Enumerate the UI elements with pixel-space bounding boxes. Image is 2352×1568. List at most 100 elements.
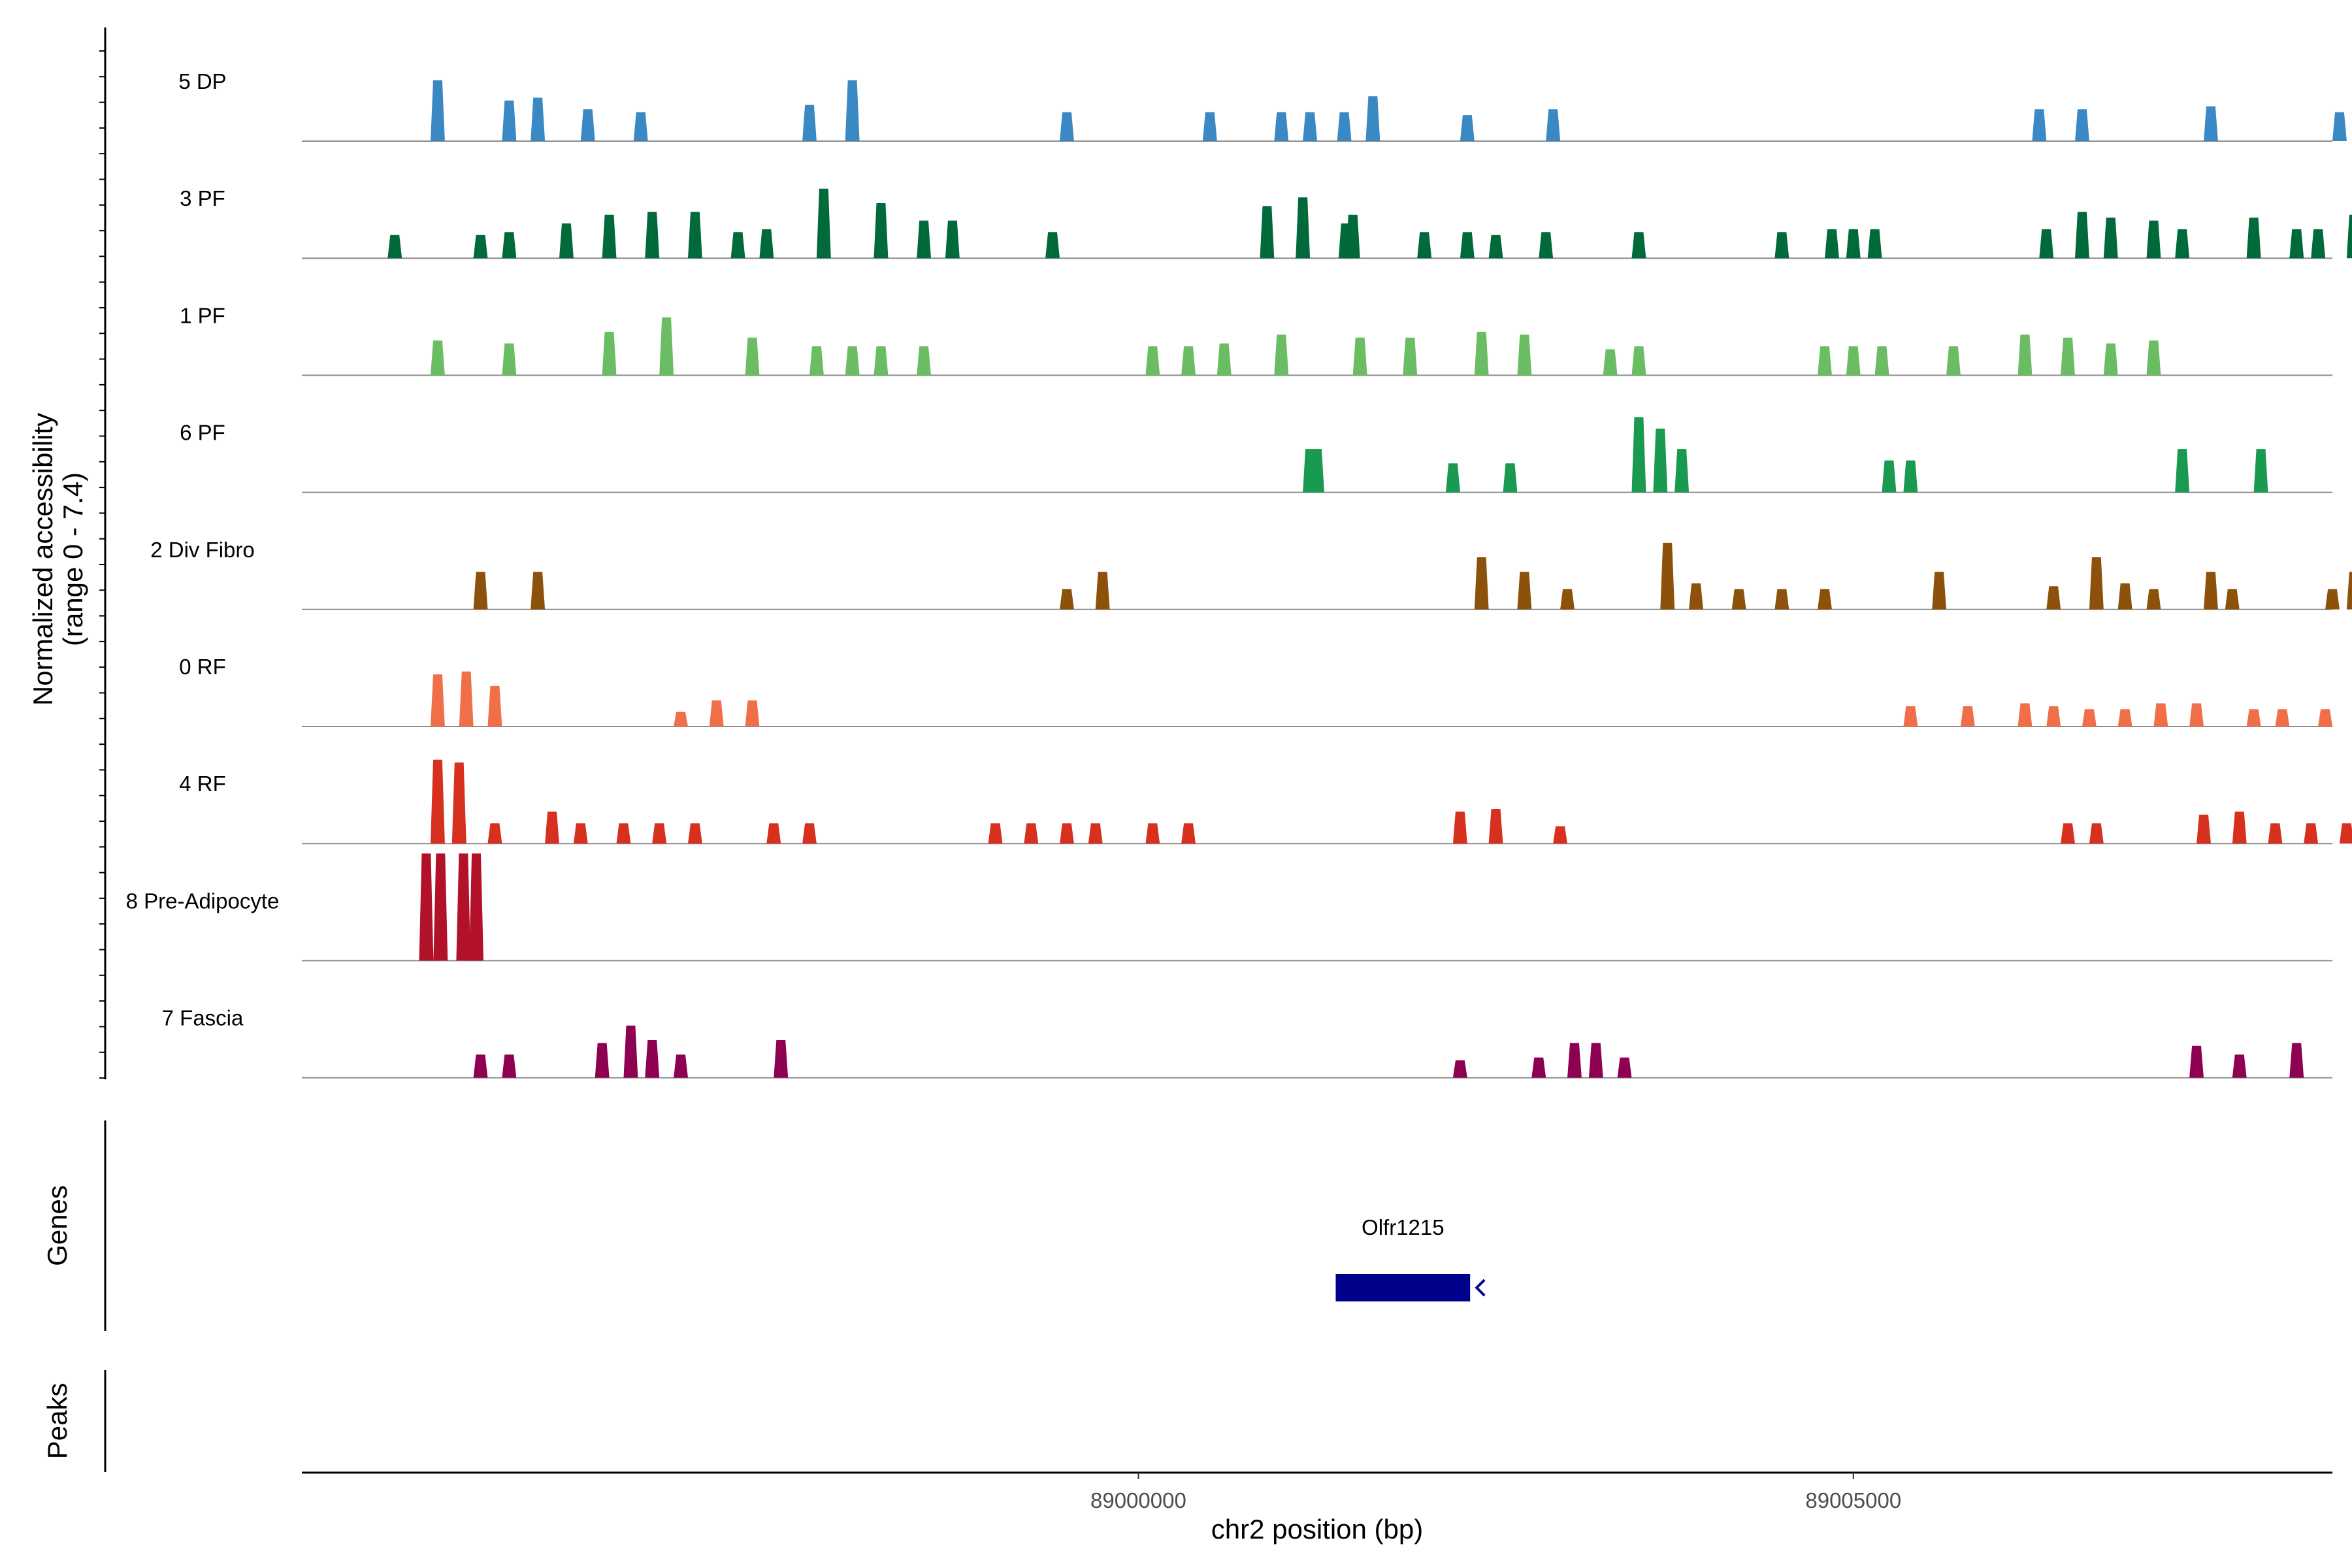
coverage-peak — [2253, 449, 2268, 493]
coverage-peak — [531, 572, 546, 610]
coverage-peak — [766, 823, 781, 844]
coverage-peak — [1488, 235, 1503, 259]
coverage-peak — [2103, 218, 2118, 259]
coverage-peak — [1517, 572, 1532, 610]
x-axis-ticks: 89000000 89005000 — [1090, 1473, 1901, 1512]
track-label: 3 PF — [180, 186, 225, 210]
coverage-peak — [2061, 823, 2075, 844]
coverage-peak — [2325, 589, 2340, 610]
coverage-peak — [451, 762, 466, 844]
coverage-peak — [816, 188, 831, 259]
coverage-peak — [1531, 1057, 1546, 1078]
coverage-peak — [1452, 811, 1467, 844]
coverage-peak — [2046, 586, 2061, 610]
track-label: 6 PF — [180, 421, 225, 445]
coverage-peak — [1818, 589, 1832, 610]
coverage-peak — [1560, 589, 1575, 610]
coverage-peak — [1060, 589, 1074, 610]
coverage-peak — [688, 212, 702, 259]
coverage-peak — [602, 331, 617, 376]
coverage-peak — [1882, 460, 1897, 493]
coverage-peak — [2146, 589, 2161, 610]
coverage-peak — [1274, 112, 1289, 141]
coverage-peak — [2039, 229, 2054, 259]
coverage-peak — [659, 317, 674, 376]
coverage-peak — [2204, 572, 2218, 610]
coverage-peak — [456, 853, 471, 961]
coverage-peak — [1539, 232, 1554, 259]
coverage-peak — [1653, 429, 1668, 493]
coverage-peak — [1567, 1043, 1582, 1078]
coverage-peak — [1024, 823, 1039, 844]
coverage-peak — [602, 214, 617, 259]
coverage-peak — [573, 823, 588, 844]
coverage-peak — [623, 1025, 638, 1078]
coverage-peak — [1303, 112, 1317, 141]
y-axis-title-line2: (range 0 - 7.4) — [57, 472, 88, 646]
coverage-peak — [1345, 214, 1360, 259]
track-label: 8 Pre-Adipocyte — [126, 889, 280, 913]
coverage-peak — [1932, 572, 1946, 610]
coverage-peak — [531, 97, 546, 141]
coverage-peak — [2268, 823, 2283, 844]
coverage-peak — [1517, 335, 1532, 376]
coverage-peak — [502, 1054, 517, 1078]
coverage-peak — [945, 220, 960, 259]
coverage-peak — [774, 1040, 789, 1078]
track-3: 6 PF — [180, 417, 2332, 493]
coverage-peak — [1310, 449, 1324, 493]
coverage-peak — [1774, 232, 1789, 259]
track-7: 8 Pre-Adipocyte — [126, 853, 2332, 962]
coverage-peak — [2232, 811, 2247, 844]
coverage-peak — [1818, 346, 1832, 376]
coverage-peak — [2175, 449, 2190, 493]
coverage-peak — [469, 853, 483, 961]
coverage-peak — [2117, 709, 2132, 727]
coverage-peak — [988, 823, 1003, 844]
coverage-peak — [1631, 417, 1646, 493]
coverage-peak — [419, 853, 434, 961]
coverage-peak — [431, 759, 445, 844]
coverage-peak — [487, 823, 502, 844]
coverage-peak — [2339, 823, 2352, 844]
coverage-peak — [1181, 346, 1196, 376]
coverage-peak — [1403, 337, 1418, 376]
coverage-peak — [2246, 218, 2261, 259]
coverage-peak — [745, 337, 760, 376]
coverage-peak — [2289, 1043, 2304, 1078]
coverage-peak — [616, 823, 631, 844]
coverage-peak — [759, 229, 774, 259]
coverage-peak — [1296, 197, 1311, 259]
coverage-peak — [1846, 346, 1861, 376]
coverage-peak — [730, 232, 745, 259]
coverage-tracks: 5 DP 3 PF 1 PF 6 PF 2 Div Fibro 0 RF 4 RF 8 Pre… — [126, 69, 2352, 1079]
coverage-peak — [2017, 335, 2033, 376]
gene-label: Olfr1215 — [1362, 1215, 1445, 1239]
coverage-peak — [2346, 214, 2352, 259]
coverage-peak — [431, 340, 445, 376]
track-6: 4 RF — [179, 759, 2352, 845]
coverage-peak — [1546, 109, 1561, 141]
coverage-peak — [1867, 229, 1882, 259]
coverage-peak — [387, 235, 402, 259]
coverage-peak — [2146, 220, 2161, 259]
coverage-peak — [1337, 112, 1352, 141]
coverage-peak — [433, 853, 448, 961]
coverage-peak — [545, 811, 559, 844]
track-5: 0 RF — [179, 655, 2332, 727]
coverage-peak — [645, 1040, 660, 1078]
coverage-peak — [1145, 823, 1160, 844]
track-4: 2 Div Fibro — [150, 538, 2352, 610]
track-label: 1 PF — [180, 303, 225, 327]
coverage-peak — [688, 823, 702, 844]
coverage-peak — [1088, 823, 1103, 844]
coverage-peak — [502, 100, 517, 141]
coverage-peak — [2061, 337, 2075, 376]
coverage-peak — [2311, 229, 2326, 259]
x-tick-label: 89000000 — [1090, 1488, 1186, 1512]
coverage-peak — [1260, 206, 1275, 259]
coverage-peak — [2304, 823, 2319, 844]
track-label: 5 DP — [178, 69, 226, 93]
x-axis-title: chr2 position (bp) — [1211, 1514, 1424, 1544]
coverage-peak — [1825, 229, 1839, 259]
